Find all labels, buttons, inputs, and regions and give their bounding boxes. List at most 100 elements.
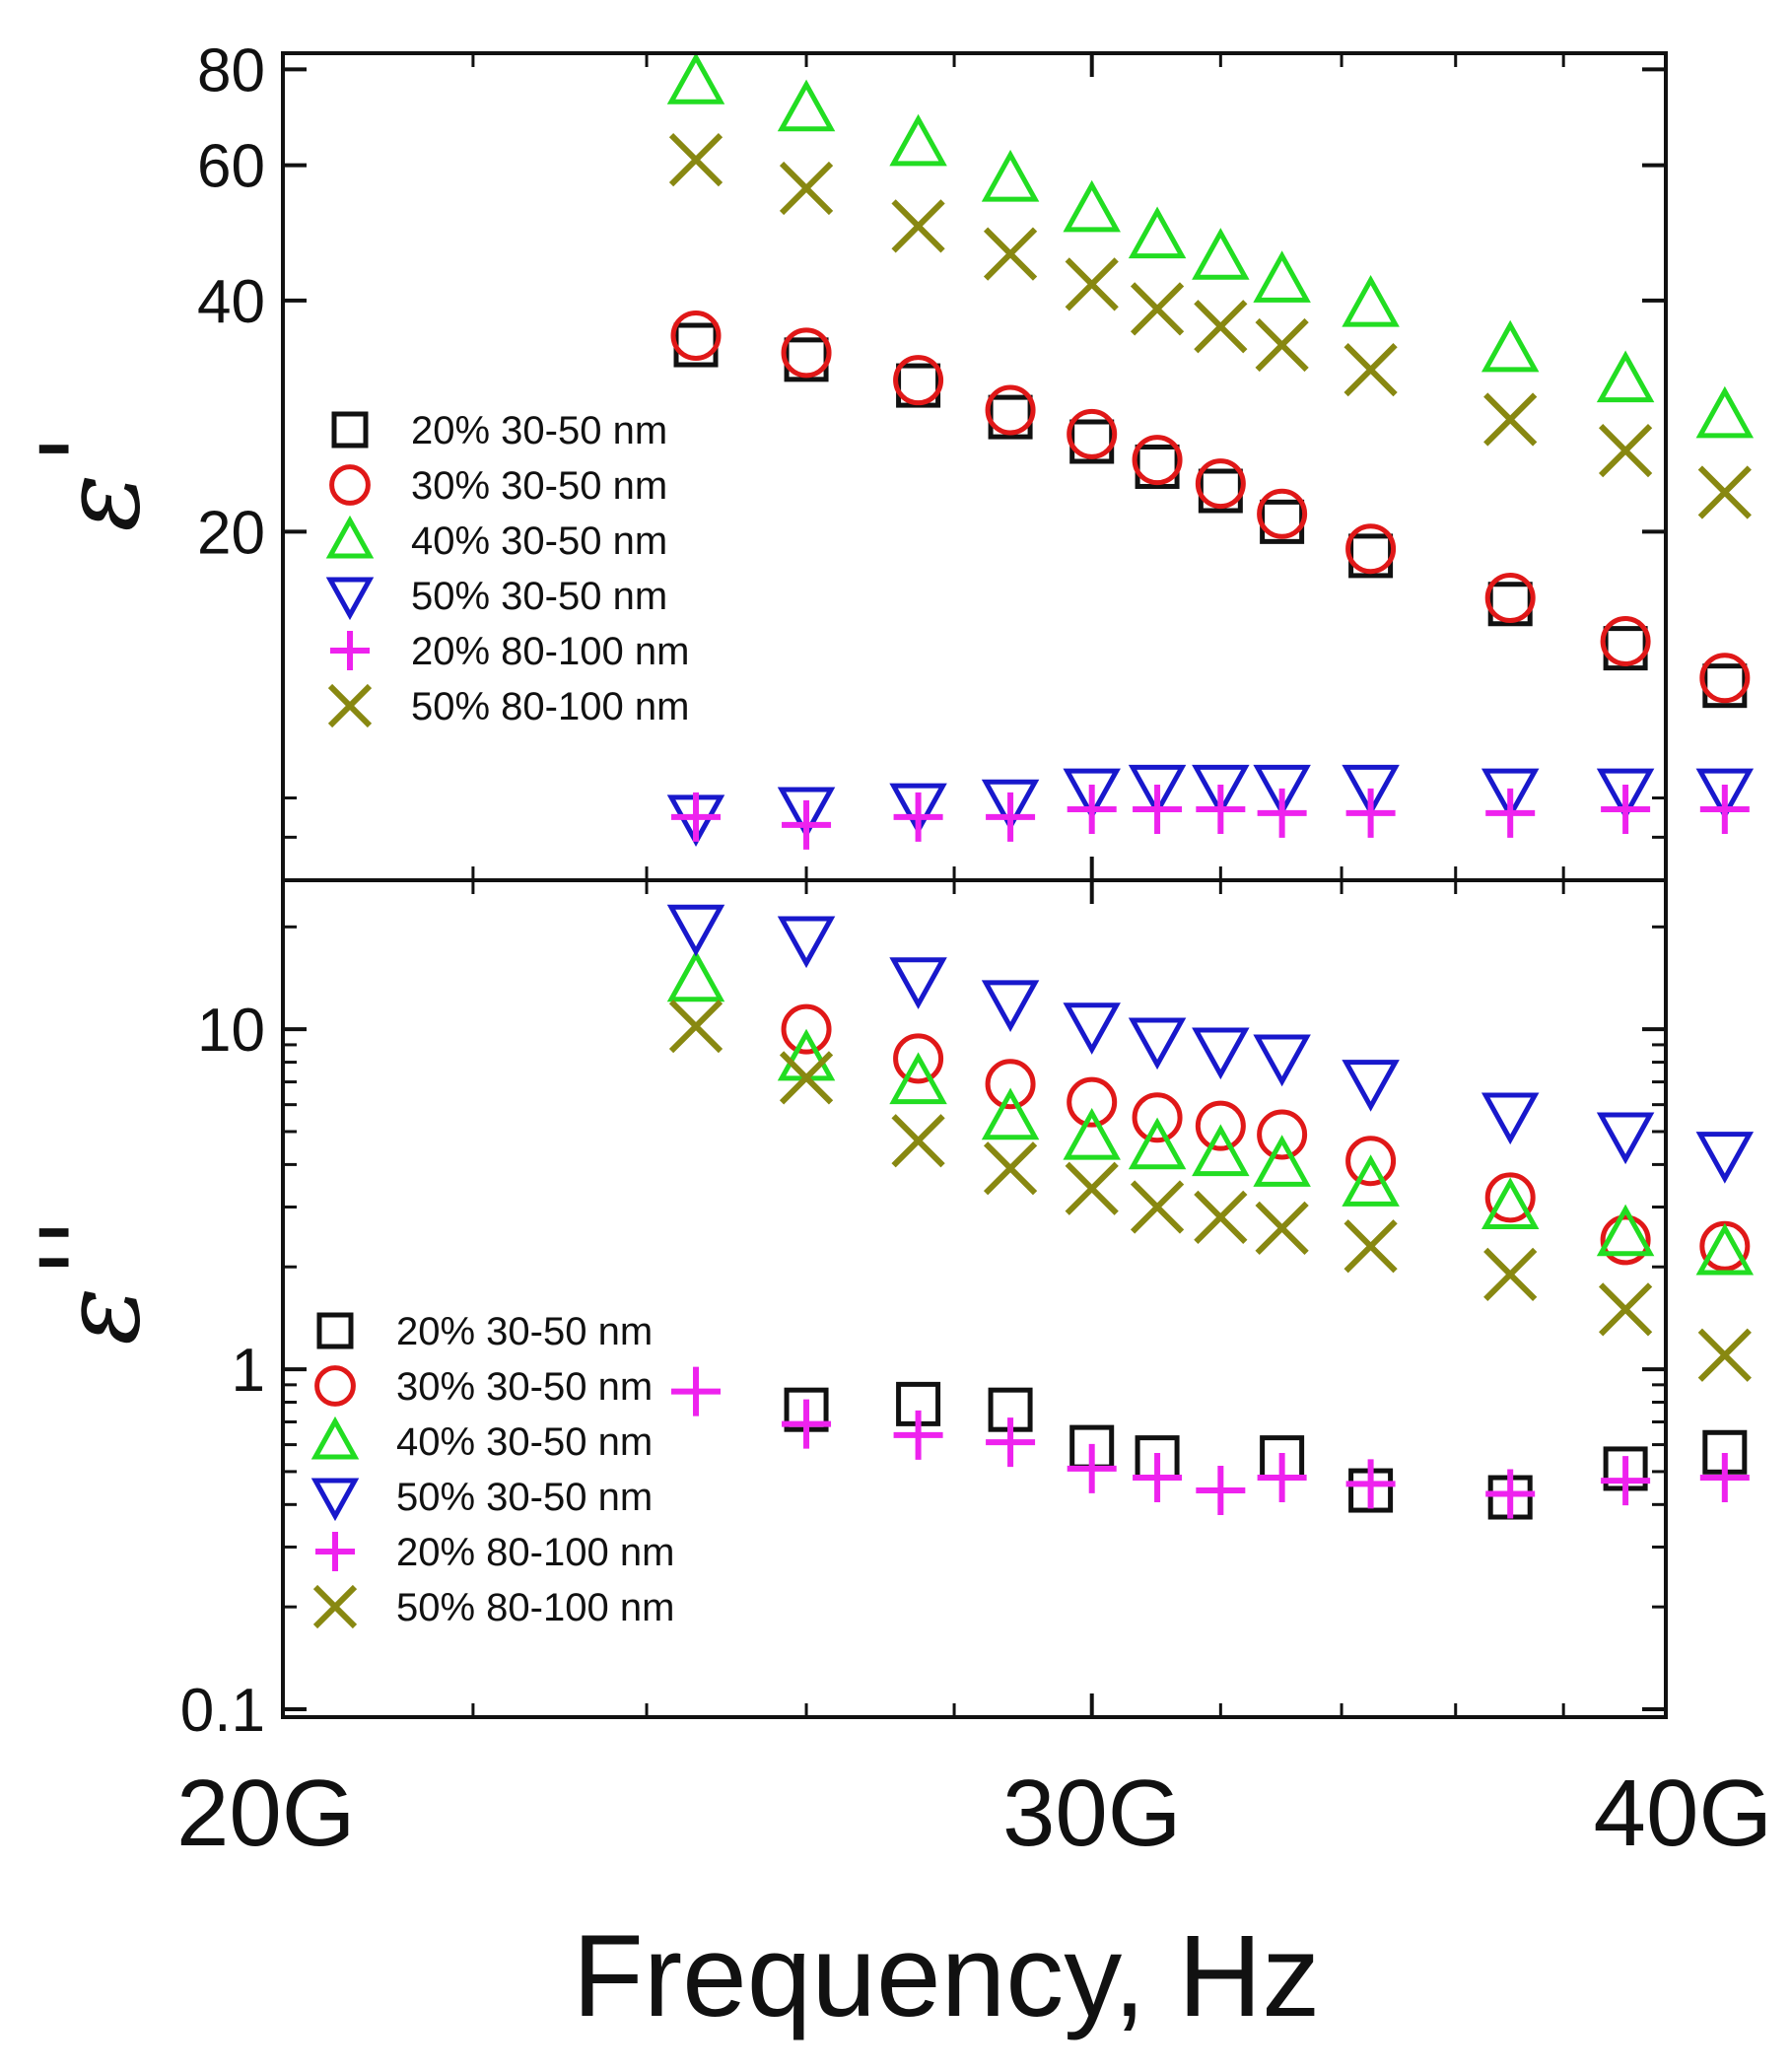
legend-marker-x [312,1584,358,1629]
data-point-triangle-down [777,787,836,840]
data-point-plus [671,792,722,842]
data-point-circle [893,1033,944,1084]
data-point-triangle-down [1695,1132,1755,1184]
data-point-x [1255,1201,1309,1256]
data-point-x [1130,1180,1185,1234]
data-point-triangle-down [1128,1017,1187,1071]
data-point-triangle-down [1481,1092,1540,1145]
data-point-circle [985,1059,1036,1110]
data-point-plus [1067,784,1117,834]
legend-label: 50% 30-50 nm [411,575,667,618]
y-tick-label: 20 [197,499,265,567]
data-point-triangle-down [889,957,947,1009]
data-point-x [1065,1161,1119,1215]
data-point-triangle-down [1596,768,1655,821]
plot-frame [281,51,1668,1719]
data-point-plus [1257,788,1307,838]
bottom-y-axis-prime: '' [18,1217,144,1277]
legend-marker-square [331,411,369,449]
data-point-plus [1485,788,1536,838]
data-point-triangle-down [1063,1002,1121,1055]
data-point-triangle-down [1192,1027,1250,1080]
data-point-triangle-down [1253,1034,1311,1087]
data-point-circle [985,384,1036,436]
y-tick-label: 0.1 [180,1677,265,1745]
data-point-triangle-down [1192,764,1250,817]
data-point-x [1343,342,1398,397]
top-panel-ticks: 20G 30G 40G 20 40 60 80 [176,36,1772,1866]
data-point-plus [893,792,943,842]
legend-marker-circle [314,1365,356,1407]
data-point-triangle-down [1063,768,1121,821]
data-point-circle [1699,653,1751,704]
data-point-plus [671,1366,722,1416]
legend-label: 50% 80-100 nm [411,685,689,728]
data-point-x [983,227,1038,281]
legend-marker-square [316,1312,354,1349]
data-point-triangle-down [1481,768,1540,821]
legend-label: 40% 30-50 nm [396,1420,653,1464]
x-tick-label: 40G [1594,1761,1772,1866]
data-point-plus [1133,1453,1183,1503]
legend-marker-triangle-up [310,1416,360,1460]
data-point-circle [1345,1136,1397,1187]
data-point-x [779,1051,834,1105]
data-point-triangle-up [1596,350,1655,403]
x-axis-title: Frequency, Hz [573,1911,1321,2041]
bottom-y-axis-symbol: ε [37,1287,164,1346]
data-point-triangle-up [1695,1222,1755,1276]
data-point-x [1194,1190,1248,1244]
data-point-triangle-up [1128,1117,1187,1170]
data-point-triangle-up [889,1052,947,1105]
top-y-axis-symbol: ε [37,474,164,532]
data-point-triangle-down [889,783,947,836]
data-point-x [1194,300,1248,354]
y-tick-label: 60 [197,133,265,201]
data-point-x [1598,1282,1653,1337]
data-point-circle [1257,488,1308,539]
data-point-circle [1600,1214,1651,1266]
data-point-x [891,199,945,253]
data-point-x [1697,465,1752,519]
data-point-x [668,132,723,187]
data-point-triangle-up [1253,250,1311,303]
data-point-plus [1196,784,1246,834]
data-point-triangle-down [981,980,1040,1032]
data-point-plus [1699,784,1750,834]
legend-marker-triangle-up [325,515,375,559]
data-point-circle [781,327,832,379]
data-point-plus [986,1417,1036,1468]
data-point-circle [893,355,944,406]
legend-label: 30% 30-50 nm [411,464,667,508]
data-point-triangle-up [1596,1204,1655,1257]
data-point-circle [781,1003,832,1055]
legend-marker-triangle-down [325,577,375,621]
data-point-triangle-up [1128,206,1187,259]
data-point-triangle-down [1695,768,1755,821]
data-point-x [1697,1328,1752,1382]
data-point-triangle-up [1063,179,1121,233]
data-point-plus [1699,1453,1750,1503]
data-point-triangle-up [1481,1177,1540,1229]
data-point-circle [1484,1172,1536,1223]
data-point-plus [1196,1466,1246,1516]
data-point-triangle-up [1192,228,1250,280]
legend-label: 50% 80-100 nm [396,1586,674,1629]
data-point-circle [1345,523,1397,575]
data-point-triangle-up [1481,319,1540,373]
data-point-x [1130,282,1185,336]
data-point-x [1065,257,1119,311]
top-y-axis-title: ε' [18,434,164,531]
data-point-plus [1067,1443,1117,1493]
data-point-plus [782,799,832,850]
y-tick-label: 10 [197,997,265,1065]
data-point-triangle-up [666,949,725,1002]
data-point-plus [893,1410,943,1460]
legend-marker-x [327,683,373,728]
top-panel-points [666,52,1755,850]
data-point-triangle-up [1695,385,1755,439]
legend-label: 30% 30-50 nm [396,1365,653,1409]
bottom-y-axis-title: ε '' [18,1217,164,1346]
